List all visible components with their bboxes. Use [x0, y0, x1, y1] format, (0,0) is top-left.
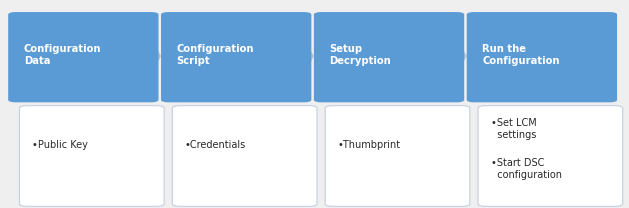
Text: •Public Key: •Public Key: [32, 140, 88, 150]
FancyBboxPatch shape: [161, 12, 311, 102]
Text: •Set LCM
  settings: •Set LCM settings: [491, 118, 537, 140]
Text: •Thumbprint: •Thumbprint: [338, 140, 401, 150]
FancyBboxPatch shape: [314, 12, 464, 102]
FancyBboxPatch shape: [172, 106, 317, 206]
Polygon shape: [284, 32, 314, 80]
FancyBboxPatch shape: [8, 12, 159, 102]
FancyBboxPatch shape: [467, 12, 617, 102]
FancyBboxPatch shape: [478, 106, 623, 206]
Polygon shape: [131, 32, 161, 80]
FancyBboxPatch shape: [325, 106, 470, 206]
FancyBboxPatch shape: [19, 106, 164, 206]
Text: Run the
Configuration: Run the Configuration: [482, 45, 560, 67]
Text: Setup
Decryption: Setup Decryption: [330, 45, 391, 67]
Text: Configuration
Script: Configuration Script: [177, 45, 254, 67]
Text: Configuration
Data: Configuration Data: [24, 45, 101, 67]
Text: •Start DSC
  configuration: •Start DSC configuration: [491, 158, 562, 180]
Text: •Credentials: •Credentials: [185, 140, 246, 150]
Polygon shape: [437, 32, 467, 80]
